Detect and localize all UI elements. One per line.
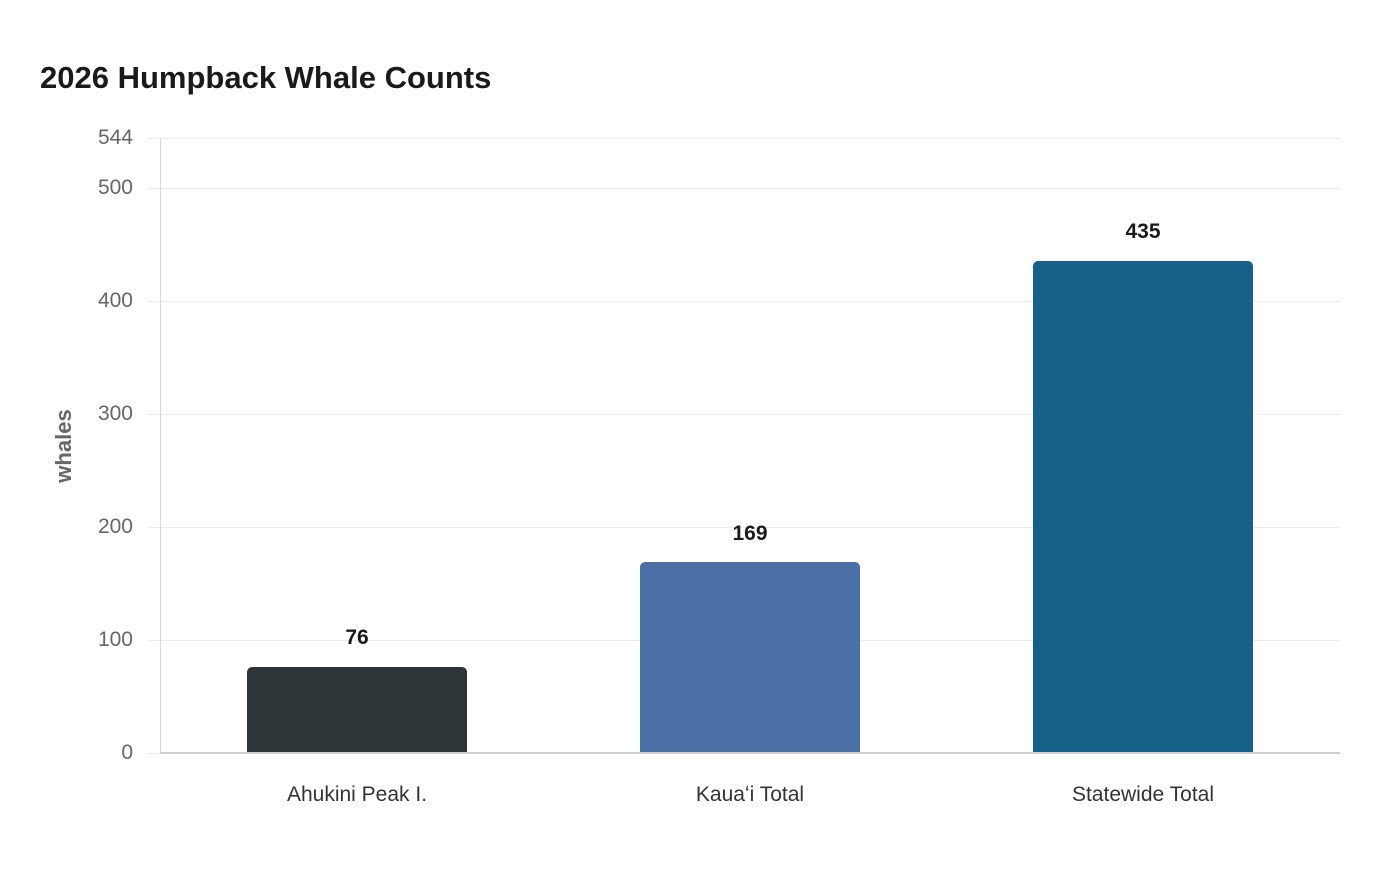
x-tick-label: Kauaʻi Total: [695, 783, 805, 806]
y-tick: 400: [97, 289, 133, 312]
bar-statewide-total[interactable]: [1033, 261, 1253, 753]
y-tick: 100: [97, 628, 133, 651]
y-tick: 500: [97, 176, 133, 199]
x-tick-label: Statewide Total: [1071, 783, 1215, 806]
y-tick: 300: [97, 402, 133, 425]
chart-title: 2026 Humpback Whale Counts: [40, 60, 492, 95]
y-axis-line: [160, 138, 161, 753]
gridline-300: [148, 414, 1340, 415]
gridline-400: [148, 301, 1340, 302]
bar-ahukini-peak[interactable]: [247, 667, 467, 753]
data-label: 435: [1125, 220, 1161, 243]
gridline-500: [148, 188, 1340, 189]
y-tick: 0: [121, 741, 133, 764]
y-tick: 544: [97, 126, 133, 149]
y-tick: 200: [97, 515, 133, 538]
x-tick-label: Ahukini Peak I.: [286, 783, 428, 806]
x-axis-line: [160, 752, 1340, 754]
data-label: 76: [345, 626, 369, 649]
gridline-544: [148, 138, 1340, 139]
gridline-200: [148, 527, 1340, 528]
data-label: 169: [732, 522, 768, 545]
bar-kauai-total[interactable]: [640, 562, 860, 753]
